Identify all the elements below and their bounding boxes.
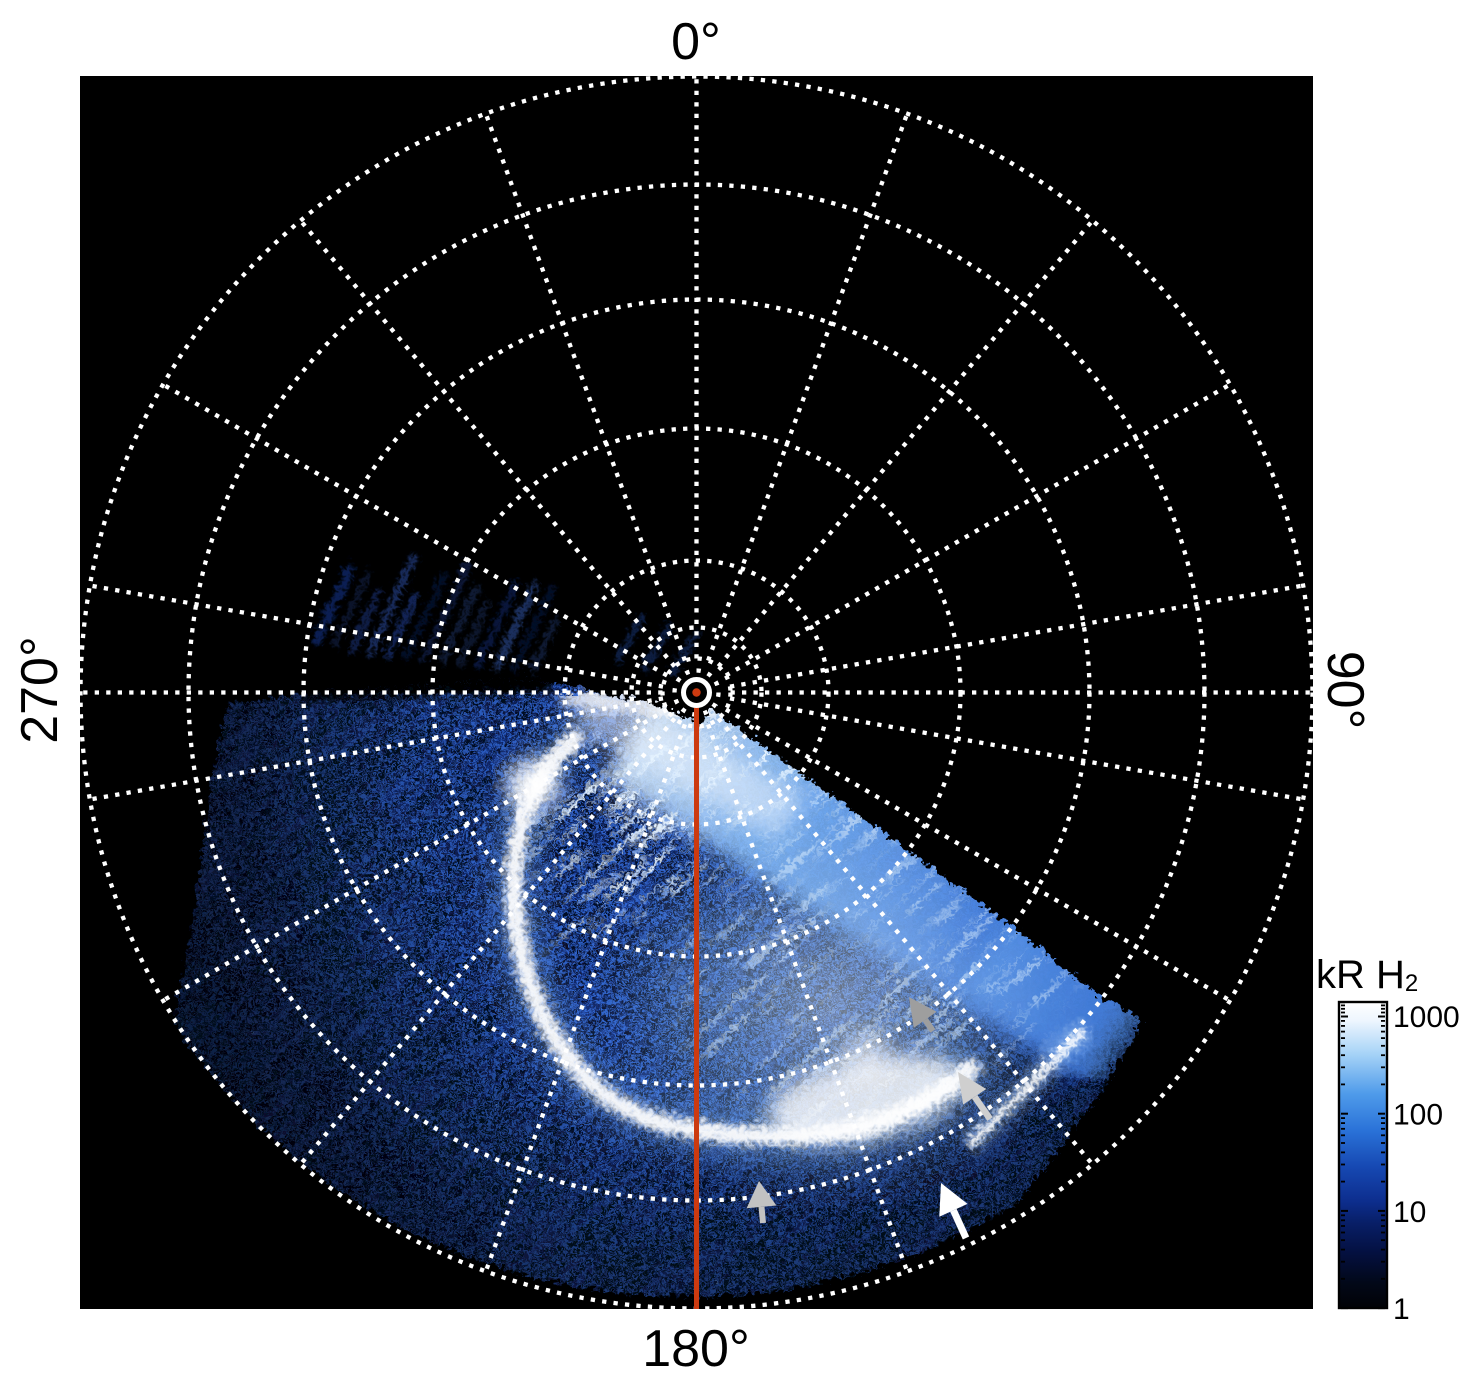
svg-text:kR H2: kR H2 <box>1316 953 1418 997</box>
svg-text:1: 1 <box>1393 1293 1410 1326</box>
svg-text:10: 10 <box>1393 1196 1426 1229</box>
svg-text:90°: 90° <box>1316 651 1374 730</box>
svg-text:180°: 180° <box>642 1320 750 1378</box>
svg-text:270°: 270° <box>11 636 69 744</box>
svg-text:100: 100 <box>1393 1099 1443 1132</box>
svg-text:1000: 1000 <box>1393 1001 1460 1034</box>
svg-text:0°: 0° <box>671 13 721 71</box>
